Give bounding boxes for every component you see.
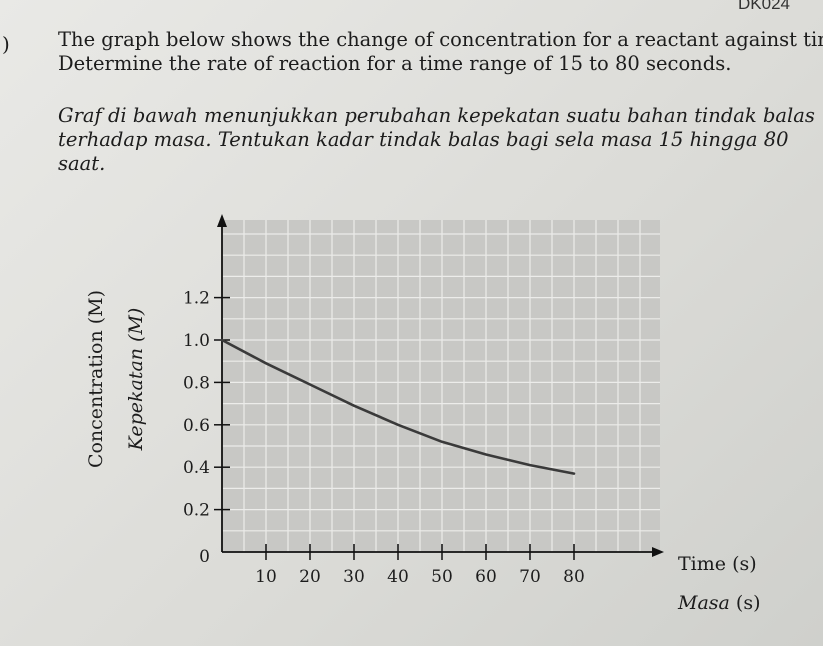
y-tick-label: 0.6 (183, 416, 210, 436)
origin-label: 0 (199, 547, 210, 567)
x-tick-label: 60 (475, 567, 497, 587)
question-text-malay: Graf di bawah menunjukkan perubahan kepe… (58, 104, 815, 176)
question-line: Determine the rate of reaction for a tim… (58, 52, 732, 75)
question-line: terhadap masa. Tentukan kadar tindak bal… (58, 128, 789, 151)
x-tick-label: 20 (299, 567, 321, 587)
question-line: Graf di bawah menunjukkan perubahan kepe… (58, 104, 815, 127)
x-tick-label: 40 (387, 567, 409, 587)
y-tick-label: 1.2 (183, 289, 210, 309)
question-number-bracket: ) (2, 32, 10, 56)
x-tick-label: 80 (563, 567, 585, 587)
x-axis-unit-malay: (s) (735, 592, 761, 614)
y-axis-arrow (217, 214, 227, 227)
question-line: The graph below shows the change of conc… (58, 28, 823, 51)
page-code: DK024 (738, 0, 790, 13)
x-tick-label: 30 (343, 567, 365, 587)
x-axis-label: Time (s) (678, 553, 757, 575)
y-tick-label: 1.0 (183, 331, 210, 351)
y-tick-label: 0.4 (183, 458, 210, 478)
question-text-english: The graph below shows the change of conc… (58, 28, 823, 76)
x-axis-label-text: Time (678, 553, 727, 575)
y-tick-label: 0.8 (183, 373, 210, 393)
x-axis-label-malay-text: Masa (678, 592, 730, 614)
question-line: saat. (58, 152, 106, 175)
x-axis-label-malay: Masa (s) (678, 592, 761, 614)
x-axis-arrow (652, 547, 664, 557)
x-tick-label: 50 (431, 567, 453, 587)
concentration-curve (220, 338, 576, 475)
plot-area (222, 220, 660, 552)
y-tick-label: 0.2 (183, 501, 210, 521)
x-axis-unit: (s) (732, 553, 757, 575)
x-tick-label: 10 (255, 567, 277, 587)
x-tick-label: 70 (519, 567, 541, 587)
